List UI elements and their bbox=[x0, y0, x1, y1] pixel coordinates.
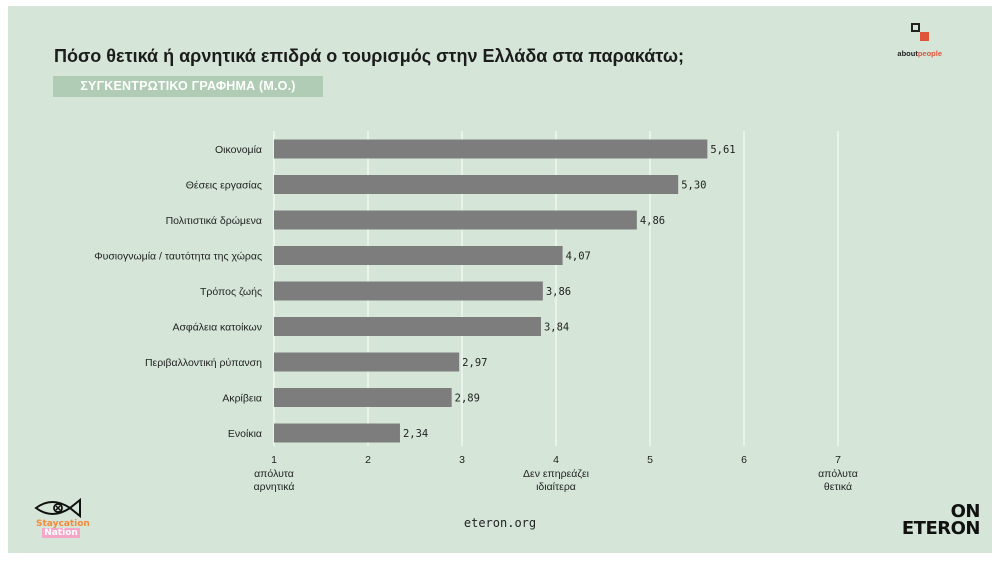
bar-8 bbox=[274, 388, 452, 407]
staycation-nation-logo: Staycation Nation bbox=[30, 494, 90, 542]
x-tick-label-6: 6 bbox=[741, 454, 747, 466]
axis-annotation-3-line-2: θετικά bbox=[824, 481, 852, 493]
x-tick-label-5: 5 bbox=[647, 454, 653, 466]
value-label-1: 5,61 bbox=[710, 144, 735, 156]
category-label-8: Ακρίβεια bbox=[222, 393, 262, 405]
axis-annotation-2-line-2: ιδιαίτερα bbox=[536, 481, 576, 493]
bar-2 bbox=[274, 175, 679, 194]
bar-1 bbox=[274, 139, 708, 159]
x-tick-label-4: 4 bbox=[553, 454, 559, 466]
axis-annotation-1-line-1: απόλυτα bbox=[254, 468, 294, 480]
bar-5 bbox=[274, 281, 543, 301]
slide bbox=[8, 6, 992, 553]
aboutpeople-mark-icon bbox=[911, 23, 929, 41]
value-label-7: 2,97 bbox=[462, 357, 487, 369]
staycation-nation-text: Staycation Nation bbox=[36, 519, 90, 538]
fish-eye-icon bbox=[34, 497, 81, 519]
category-label-1: Οικονομία bbox=[215, 144, 262, 156]
aboutpeople-logo: aboutpeople bbox=[892, 22, 952, 62]
value-label-8: 2,89 bbox=[455, 393, 480, 405]
x-tick-label-1: 1 bbox=[271, 454, 277, 466]
axis-annotation-3-line-1: απόλυτα bbox=[818, 468, 858, 480]
bar-4 bbox=[274, 246, 563, 265]
on-eteron-line1: ON bbox=[950, 501, 981, 522]
on-eteron-logo: ON ETERON bbox=[901, 501, 981, 539]
value-label-9: 2,34 bbox=[403, 428, 428, 440]
category-label-3: Πολιτιστικά δρώμενα bbox=[166, 215, 262, 227]
value-label-3: 4,86 bbox=[640, 215, 665, 227]
staycation-line2: Nation bbox=[42, 528, 80, 538]
value-label-6: 3,84 bbox=[544, 322, 569, 334]
bar-6 bbox=[274, 317, 541, 336]
bar-9 bbox=[274, 423, 400, 443]
axis-annotation-2-line-1: Δεν επηρεάζει bbox=[523, 468, 590, 480]
staycation-line1: Staycation bbox=[36, 519, 90, 529]
on-eteron-line2: ETERON bbox=[901, 518, 981, 539]
page-title: Πόσο θετικά ή αρνητικά επιδρά ο τουρισμό… bbox=[54, 46, 685, 66]
category-label-2: Θέσεις εργασίας bbox=[186, 180, 262, 192]
category-label-9: Ενοίκια bbox=[228, 428, 262, 440]
value-label-4: 4,07 bbox=[566, 251, 591, 263]
category-label-6: Ασφάλεια κατοίκων bbox=[172, 322, 262, 334]
category-label-4: Φυσιογνωμία / ταυτότητα της χώρας bbox=[94, 251, 262, 263]
value-label-2: 5,30 bbox=[681, 180, 706, 192]
category-label-5: Τρόπος ζωής bbox=[200, 286, 262, 298]
x-tick-label-3: 3 bbox=[459, 454, 465, 466]
value-label-5: 3,86 bbox=[546, 286, 571, 298]
x-tick-label-2: 2 bbox=[365, 454, 371, 466]
bar-3 bbox=[274, 210, 637, 230]
bar-7 bbox=[274, 352, 460, 372]
aboutpeople-accent: people bbox=[917, 49, 942, 58]
x-tick-label-7: 7 bbox=[835, 454, 841, 466]
axis-annotation-1-line-2: αρνητικά bbox=[254, 481, 295, 493]
aboutpeople-wordmark: aboutpeople bbox=[897, 49, 942, 58]
footer-url: eteron.org bbox=[463, 516, 537, 530]
chart-subtitle-badge: ΣΥΓΚΕΝΤΡΩΤΙΚΟ ΓΡΑΦΗΜΑ (Μ.Ο.) bbox=[53, 76, 323, 97]
aboutpeople-prefix: about bbox=[897, 49, 918, 58]
category-label-7: Περιβαλλοντική ρύπανση bbox=[145, 357, 262, 369]
